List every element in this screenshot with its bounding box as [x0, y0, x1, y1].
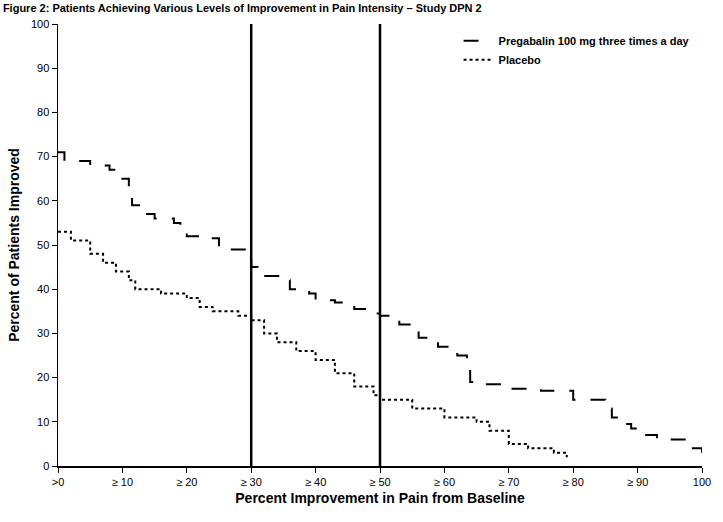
svg-text:40: 40 — [37, 283, 49, 295]
svg-text:≥ 30: ≥ 30 — [241, 476, 262, 488]
svg-text:10: 10 — [37, 416, 49, 428]
svg-text:20: 20 — [37, 371, 49, 383]
svg-text:≥ 10: ≥ 10 — [112, 476, 133, 488]
svg-text:70: 70 — [37, 150, 49, 162]
svg-text:≥ 50: ≥ 50 — [369, 476, 390, 488]
svg-text:≥ 20: ≥ 20 — [176, 476, 197, 488]
svg-text:90: 90 — [37, 62, 49, 74]
svg-text:50: 50 — [37, 239, 49, 251]
svg-text:Placebo: Placebo — [499, 54, 541, 66]
svg-text:0: 0 — [43, 460, 49, 472]
svg-text:Figure 2: Patients Achieving V: Figure 2: Patients Achieving Various Lev… — [3, 2, 482, 14]
svg-text:Percent Improvement in Pain fr: Percent Improvement in Pain from Baselin… — [235, 490, 525, 506]
svg-text:Pregabalin 100 mg three times: Pregabalin 100 mg three times a day — [499, 35, 690, 47]
svg-text:≥ 90: ≥ 90 — [627, 476, 648, 488]
svg-text:≥ 70: ≥ 70 — [498, 476, 519, 488]
svg-text:≥ 60: ≥ 60 — [434, 476, 455, 488]
svg-text:80: 80 — [37, 106, 49, 118]
svg-text:100: 100 — [693, 476, 711, 488]
svg-text:30: 30 — [37, 327, 49, 339]
svg-text:≥ 80: ≥ 80 — [563, 476, 584, 488]
svg-text:100: 100 — [31, 18, 49, 30]
svg-text:>0: >0 — [52, 476, 65, 488]
svg-text:≥ 40: ≥ 40 — [305, 476, 326, 488]
svg-text:Percent of Patients Improved: Percent of Patients Improved — [6, 148, 22, 342]
svg-text:60: 60 — [37, 195, 49, 207]
